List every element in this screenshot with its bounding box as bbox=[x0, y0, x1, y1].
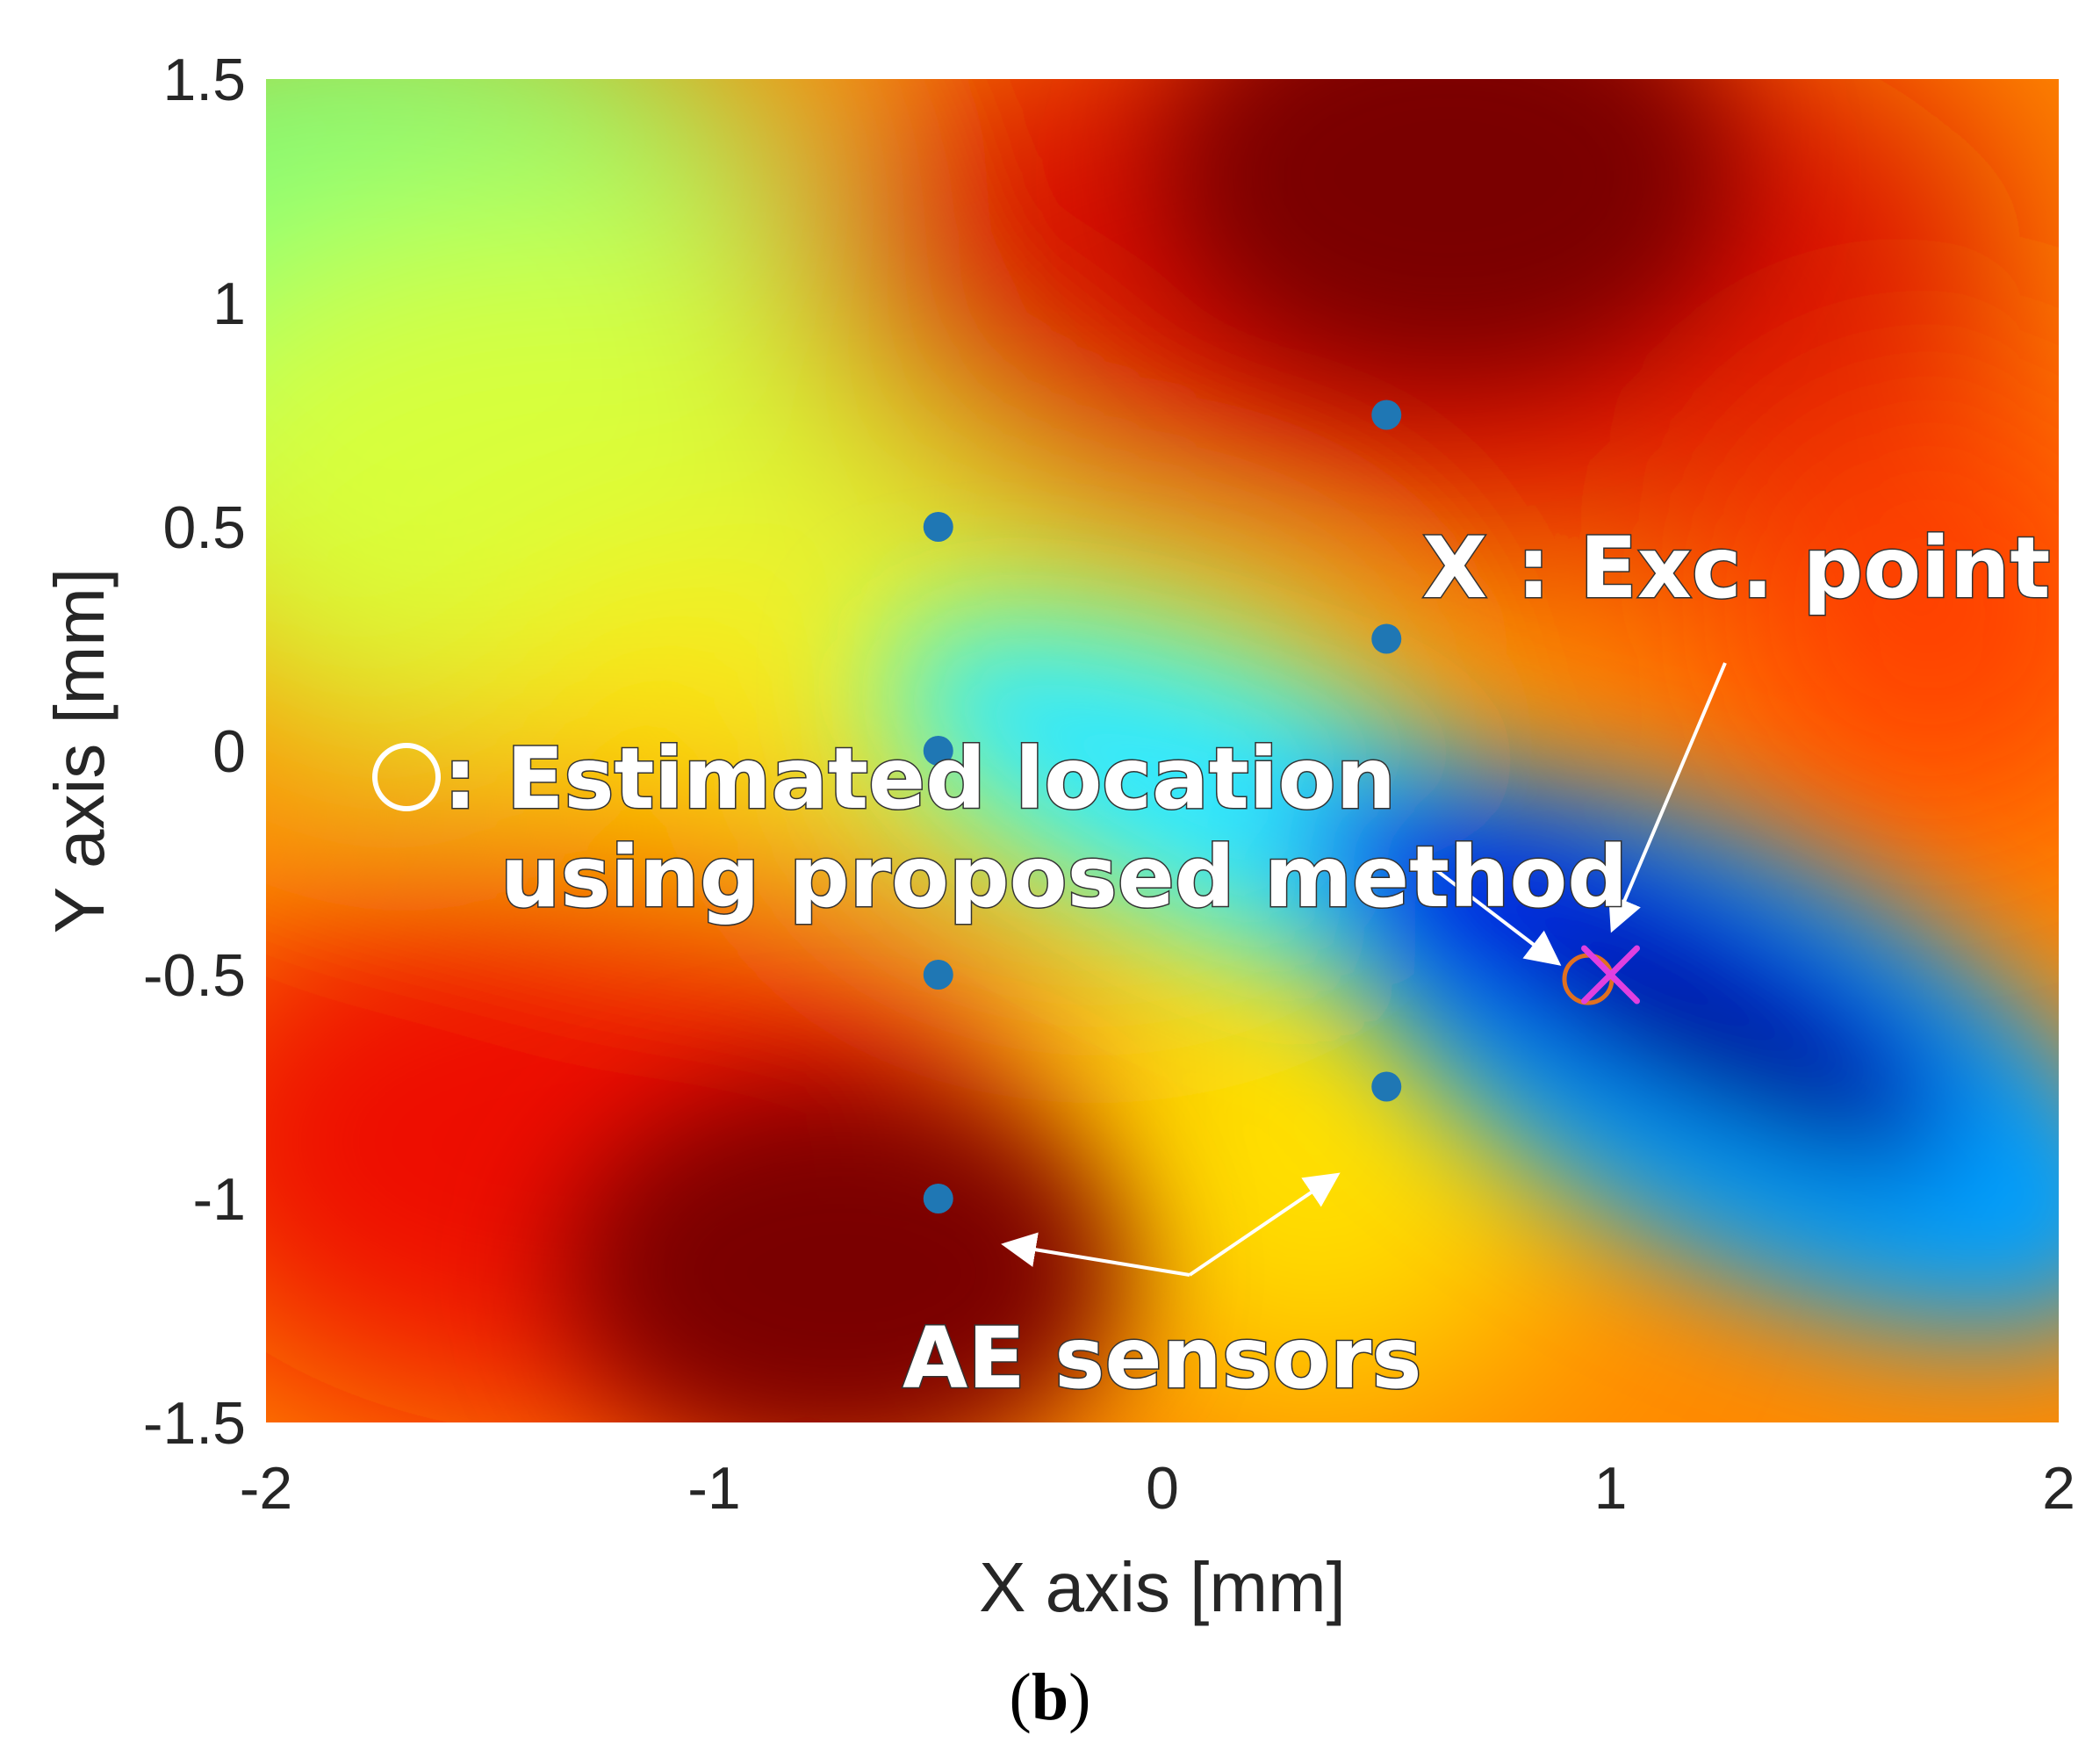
ae-sensor-point bbox=[923, 736, 953, 766]
estimated-legend-circle-icon bbox=[372, 743, 441, 811]
ae-sensor-point bbox=[1371, 400, 1402, 430]
ae-sensor-point bbox=[1371, 623, 1402, 654]
exc-point-annotation: X : Exc. point bbox=[1422, 519, 2050, 617]
figure-caption: (b) bbox=[1010, 1660, 1091, 1734]
y-tick-label: 1 bbox=[212, 270, 246, 337]
estimated-location-arrow bbox=[1416, 854, 1562, 966]
annotation-arrows bbox=[1001, 662, 1727, 1277]
heatmap-field bbox=[266, 79, 2059, 1422]
x-tick-label: -2 bbox=[240, 1455, 292, 1522]
ae-sensors-annotation: AE sensors bbox=[903, 1309, 1421, 1408]
ae-sensor-point bbox=[923, 960, 953, 990]
x-tick-labels: -2 -1 0 1 2 bbox=[240, 1455, 2075, 1522]
sensors-arrow-left bbox=[1001, 1232, 1190, 1277]
location-markers bbox=[1562, 945, 1640, 1005]
caption-letter: b bbox=[1032, 1660, 1068, 1734]
x-tick-label: -1 bbox=[687, 1455, 740, 1522]
y-tick-label: -1 bbox=[193, 1166, 246, 1233]
x-axis-label: X axis [mm] bbox=[979, 1548, 1346, 1626]
y-tick-label: -1.5 bbox=[143, 1390, 246, 1457]
x-tick-label: 0 bbox=[1146, 1455, 1179, 1522]
exc-point-arrow bbox=[1608, 662, 1727, 933]
excitation-point-marker bbox=[1581, 945, 1640, 1005]
y-tick-label: 1.5 bbox=[162, 47, 246, 113]
y-tick-label: 0 bbox=[212, 718, 246, 785]
ae-sensor-point bbox=[1371, 1071, 1402, 1102]
sensor-markers bbox=[923, 400, 1402, 1213]
y-tick-label: -0.5 bbox=[143, 942, 246, 1009]
y-tick-labels: 1.5 1 0.5 0 -0.5 -1 -1.5 bbox=[143, 47, 246, 1457]
y-tick-label: 0.5 bbox=[162, 494, 246, 561]
ae-sensor-point bbox=[923, 1184, 953, 1213]
estimated-location-annotation-line1: : Estimated location bbox=[443, 730, 1396, 828]
x-tick-label: 1 bbox=[1594, 1455, 1628, 1522]
ae-sensor-point bbox=[923, 512, 953, 542]
estimated-location-annotation-line2: using proposed method bbox=[500, 828, 1628, 926]
x-tick-label: 2 bbox=[2042, 1455, 2075, 1522]
sensors-arrow-right bbox=[1188, 1172, 1341, 1277]
y-axis-label: Y axis [mm] bbox=[40, 568, 119, 933]
